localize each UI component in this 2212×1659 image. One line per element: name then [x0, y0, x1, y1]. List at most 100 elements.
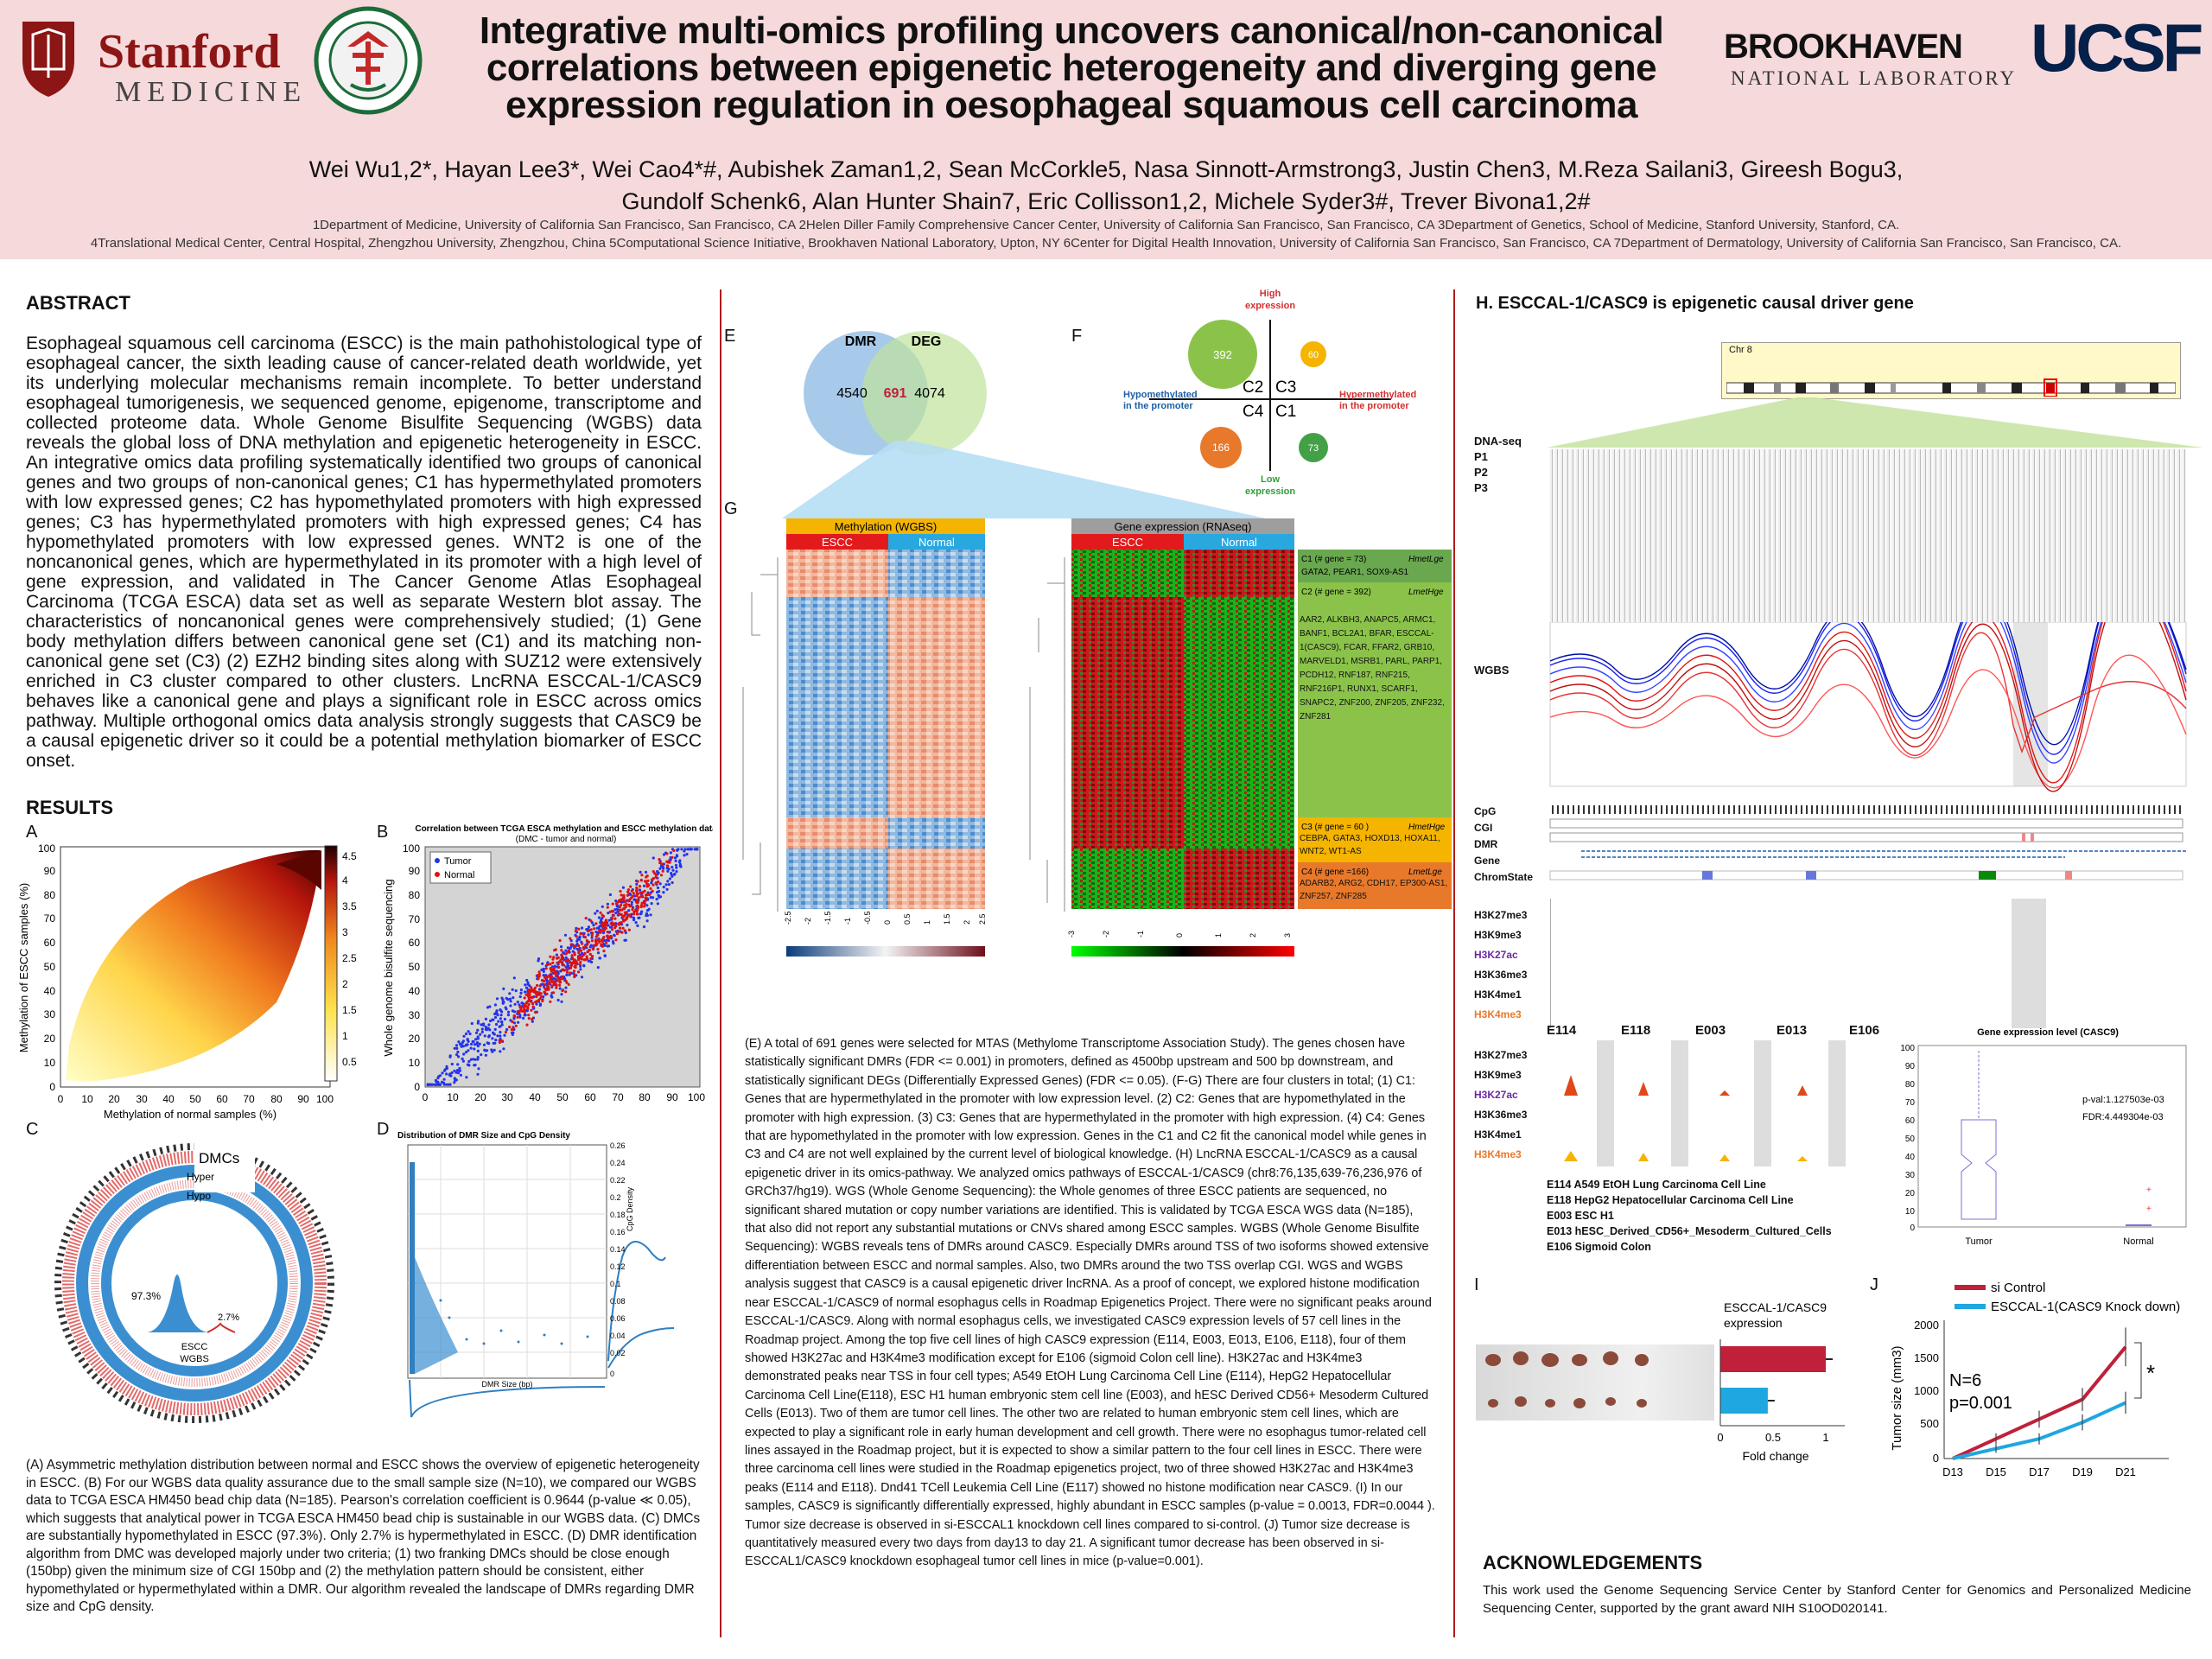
tumor-point: [477, 1020, 480, 1023]
normal-point: [524, 993, 528, 996]
svg-text:90: 90: [666, 1091, 678, 1103]
tumor-point: [467, 1030, 470, 1033]
normal-point: [624, 905, 627, 909]
svg-text:50: 50: [556, 1091, 569, 1103]
tumor-point: [519, 988, 523, 992]
normal-point: [556, 961, 560, 964]
tumor-point: [467, 1064, 471, 1067]
wgbs-methylation-track: [1549, 622, 2187, 792]
tumor-point: [607, 912, 610, 915]
normal-point: [558, 981, 562, 984]
normal-point: [560, 949, 563, 952]
svg-text:1: 1: [342, 1030, 348, 1042]
svg-text:30: 30: [501, 1091, 513, 1103]
tumor-point: [450, 1071, 454, 1075]
tumor-point: [671, 866, 674, 869]
svg-text:2.5: 2.5: [978, 913, 987, 925]
panel-d-density-curve: [607, 1327, 675, 1369]
bar-si-control: [1720, 1346, 1826, 1372]
normal-point: [640, 874, 644, 877]
brookhaven-logo: BROOKHAVEN NATIONAL LABORATORY: [1724, 24, 2026, 93]
tumor-point: [658, 890, 661, 893]
cluster-c1-hl: HmetLge: [1408, 555, 1444, 564]
panel-c-circos-plot: DMCs Hyper Hypo 97.3% 2.7% ESCC WGBS: [54, 1141, 334, 1423]
tumor-point: [480, 1030, 484, 1033]
panel-f-c4: C4: [1243, 403, 1264, 421]
normal-point: [625, 911, 628, 914]
normal-point: [627, 928, 631, 931]
normal-point: [542, 979, 545, 982]
tumor-point: [537, 959, 540, 963]
tumor-point: [594, 912, 597, 915]
normal-point: [555, 986, 558, 989]
normal-point: [549, 955, 552, 958]
normal-point: [530, 1008, 533, 1012]
tumor-point: [455, 1053, 459, 1057]
tumor-photo: [1476, 1344, 1714, 1421]
tumor-point: [509, 1000, 512, 1003]
normal-point: [610, 909, 613, 913]
tumor-point: [611, 940, 615, 944]
panel-c-hyper-peak: [207, 1322, 236, 1333]
normal-point: [549, 1000, 552, 1003]
normal-point: [629, 885, 632, 888]
normal-point: [548, 981, 551, 984]
panel-f-label: F: [1071, 327, 1083, 346]
svg-text:0.02: 0.02: [610, 1349, 626, 1357]
tumor-point: [445, 1072, 448, 1076]
normal-point: [591, 931, 594, 935]
normal-point: [631, 908, 634, 912]
svg-text:392: 392: [1213, 348, 1232, 361]
normal-point: [606, 931, 609, 934]
tumor-point: [531, 1020, 534, 1023]
normal-point: [590, 939, 594, 943]
normal-point: [580, 957, 583, 961]
legend-tumor-label: Tumor: [444, 856, 472, 867]
normal-point: [579, 960, 582, 964]
normal-point: [537, 975, 541, 978]
tumor-point: [518, 1014, 522, 1017]
chromosome-region-marker: [2044, 378, 2057, 397]
tumor-point: [630, 912, 633, 916]
poster-title: Integrative multi-omics profiling uncove…: [380, 12, 1763, 124]
tumor-point: [687, 848, 690, 851]
tumor-point: [680, 848, 683, 851]
svg-text:166: 166: [1212, 442, 1230, 454]
tumor-point: [566, 946, 569, 950]
tumor-point: [563, 933, 568, 937]
tumor-point: [650, 881, 653, 885]
normal-point: [534, 1001, 537, 1004]
expr-escc-header: ESCC: [1112, 536, 1143, 549]
panel-d-xlabel: DMR Size (bp): [481, 1380, 532, 1389]
normal-point: [621, 918, 625, 922]
tumor-point: [455, 1046, 459, 1050]
tumor-point: [624, 938, 627, 942]
legend-normal-label: Normal: [444, 870, 474, 880]
tumor-point: [462, 1034, 466, 1038]
normal-point: [549, 963, 552, 966]
tumor-point: [555, 953, 558, 957]
tumor-point: [637, 916, 640, 919]
tumor-point: [581, 926, 584, 930]
normal-point: [617, 930, 620, 933]
normal-point: [630, 889, 633, 893]
normal-point: [665, 860, 669, 863]
tumor-point: [457, 1055, 461, 1058]
normal-point: [583, 958, 588, 962]
tumor-point: [476, 1037, 480, 1040]
tumor-point: [524, 983, 527, 987]
tumor-point: [562, 950, 565, 954]
tumor-point: [655, 898, 658, 901]
normal-point: [526, 993, 531, 996]
tumor-point: [445, 1083, 448, 1086]
cluster-c3-heading: C3 (# gene = 60 ): [1301, 823, 1369, 832]
svg-text:1000: 1000: [1914, 1384, 1939, 1397]
panel-d-points: [439, 1299, 589, 1345]
svg-text:0.24: 0.24: [610, 1159, 626, 1167]
normal-point: [586, 943, 589, 946]
panel-j-xticks: D13 D15 D17 D19 D21: [1942, 1465, 2136, 1478]
tumor-point: [647, 907, 651, 911]
normal-point: [573, 965, 576, 969]
panel-b-ticks: 0 10 20 30 40 50 60 70 80 90 100 0 10 20…: [403, 842, 705, 1103]
acknowledgements-text: This work used the Genome Sequencing Ser…: [1483, 1583, 2191, 1616]
